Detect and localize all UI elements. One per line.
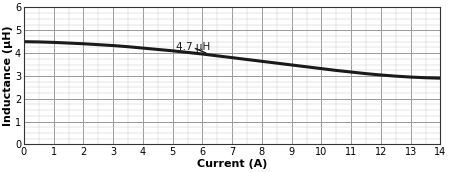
Y-axis label: Inductance (μH): Inductance (μH) — [4, 26, 13, 126]
Text: 4.7 μH: 4.7 μH — [176, 42, 210, 53]
X-axis label: Current (A): Current (A) — [197, 159, 267, 169]
